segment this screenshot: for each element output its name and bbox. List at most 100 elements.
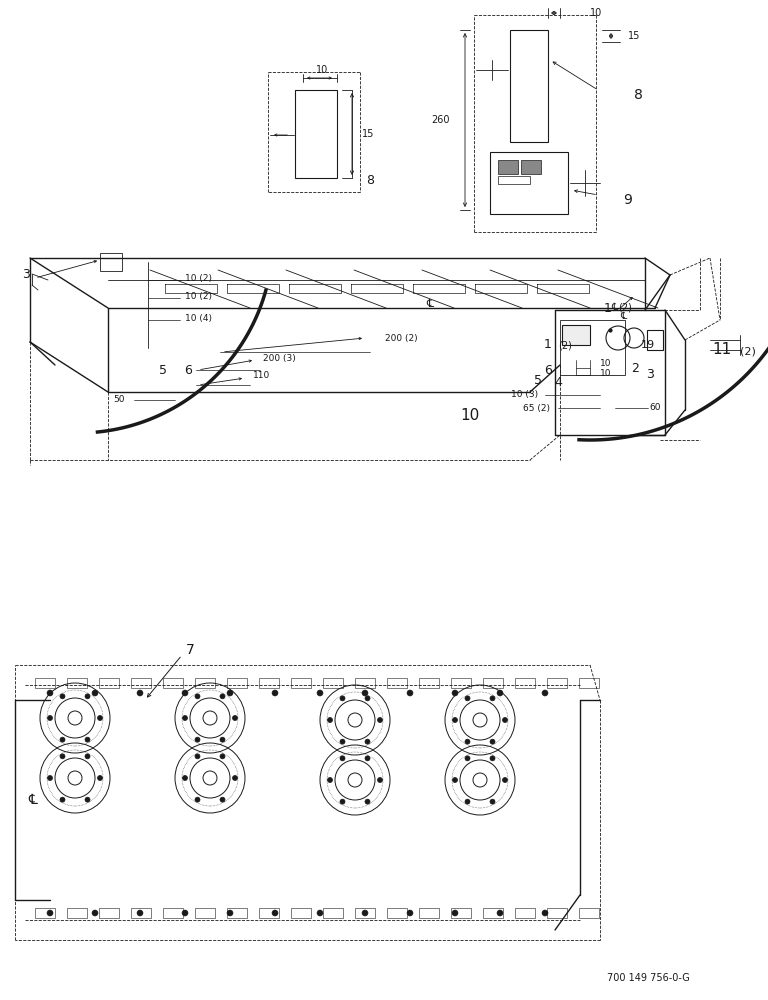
Bar [323, 908, 343, 918]
Text: 10: 10 [600, 368, 611, 377]
Circle shape [195, 797, 200, 802]
Circle shape [542, 690, 548, 696]
Circle shape [60, 797, 65, 802]
Circle shape [327, 778, 333, 782]
Text: (2): (2) [740, 347, 756, 357]
Circle shape [465, 799, 470, 804]
Bar [355, 908, 375, 918]
Bar [295, 90, 337, 178]
Circle shape [378, 778, 382, 782]
Circle shape [365, 739, 370, 744]
Circle shape [98, 716, 102, 720]
Text: 15: 15 [362, 129, 374, 139]
Text: 110: 110 [253, 370, 270, 379]
Circle shape [317, 910, 323, 916]
Bar [387, 678, 407, 688]
Circle shape [407, 690, 413, 696]
Bar [510, 30, 548, 142]
Circle shape [497, 910, 503, 916]
Bar [562, 325, 590, 345]
Text: 60: 60 [649, 403, 660, 412]
Text: 8: 8 [366, 174, 374, 186]
Bar [560, 320, 625, 375]
Bar [323, 678, 343, 688]
Circle shape [407, 910, 413, 916]
Circle shape [233, 716, 237, 720]
Circle shape [85, 797, 90, 802]
Text: 260: 260 [432, 115, 450, 125]
Text: ℄: ℄ [611, 302, 617, 312]
Text: 1: 1 [544, 338, 552, 352]
Circle shape [365, 799, 370, 804]
Bar [498, 176, 530, 184]
Circle shape [465, 756, 470, 761]
Circle shape [48, 776, 52, 780]
Text: 50: 50 [114, 395, 125, 404]
Circle shape [340, 799, 345, 804]
Circle shape [60, 694, 65, 699]
Text: 2: 2 [631, 361, 639, 374]
Bar [227, 908, 247, 918]
Circle shape [497, 690, 503, 696]
Circle shape [92, 910, 98, 916]
Circle shape [490, 696, 495, 701]
Bar [195, 908, 215, 918]
Circle shape [365, 696, 370, 701]
Circle shape [47, 910, 53, 916]
Text: 10: 10 [600, 359, 611, 367]
Circle shape [183, 776, 187, 780]
Circle shape [452, 718, 458, 722]
Circle shape [220, 694, 225, 699]
Bar [291, 678, 311, 688]
Circle shape [60, 737, 65, 742]
Bar [355, 678, 375, 688]
Circle shape [60, 754, 65, 759]
Circle shape [362, 690, 368, 696]
Circle shape [233, 776, 237, 780]
Bar [515, 908, 535, 918]
Circle shape [490, 739, 495, 744]
Bar [647, 330, 663, 350]
Text: 10 (3): 10 (3) [511, 389, 538, 398]
Text: (2): (2) [558, 340, 572, 350]
Circle shape [465, 739, 470, 744]
Text: 8: 8 [634, 88, 643, 102]
Circle shape [452, 778, 458, 782]
Bar [419, 908, 439, 918]
Bar [259, 908, 279, 918]
Text: 6: 6 [184, 363, 192, 376]
Circle shape [378, 718, 382, 722]
Circle shape [182, 910, 188, 916]
Bar [547, 908, 567, 918]
Circle shape [365, 756, 370, 761]
Circle shape [47, 690, 53, 696]
Circle shape [85, 694, 90, 699]
Bar [521, 160, 541, 174]
Text: 1: 1 [604, 302, 612, 314]
Text: 9: 9 [624, 193, 632, 207]
Text: ℄: ℄ [620, 311, 626, 321]
Text: ℄: ℄ [28, 793, 37, 807]
Text: 10 (2): 10 (2) [185, 292, 212, 300]
Text: 10: 10 [460, 408, 480, 422]
Circle shape [317, 690, 323, 696]
Circle shape [48, 716, 52, 720]
Text: 5: 5 [534, 373, 542, 386]
Circle shape [183, 716, 187, 720]
Text: 15: 15 [628, 31, 641, 41]
Text: 200 (3): 200 (3) [263, 354, 296, 362]
Bar [67, 678, 87, 688]
Text: 3: 3 [646, 368, 654, 381]
Bar [131, 908, 151, 918]
Bar [483, 908, 503, 918]
Text: 10 (2): 10 (2) [185, 273, 212, 282]
Bar [515, 678, 535, 688]
Bar [35, 678, 55, 688]
Circle shape [227, 690, 233, 696]
Circle shape [490, 799, 495, 804]
Bar [99, 908, 119, 918]
Circle shape [452, 690, 458, 696]
Bar [163, 908, 183, 918]
Circle shape [465, 696, 470, 701]
Bar [131, 678, 151, 688]
